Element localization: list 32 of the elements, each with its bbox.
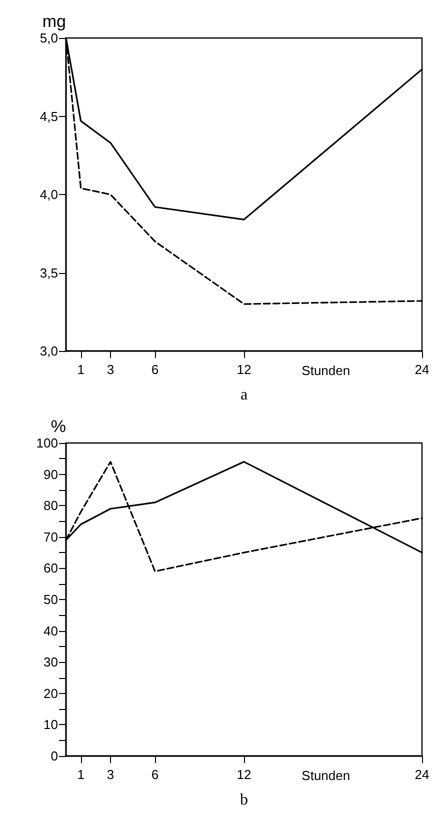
y-tick-label: 20 — [44, 686, 58, 701]
y-axis-title: % — [50, 417, 66, 436]
x-tick-label: 24 — [414, 767, 430, 782]
x-tick-label: 1 — [77, 767, 84, 782]
y-tick-label: 4,5 — [40, 108, 58, 124]
y-tick-label: 50 — [44, 592, 58, 607]
y-tick-label: 60 — [44, 560, 58, 576]
y-axis-title: mg — [42, 12, 66, 31]
x-tick-label: 6 — [151, 767, 159, 782]
y-tick-label: 10 — [44, 717, 58, 732]
x-tick-label: 3 — [106, 362, 114, 377]
x-tick-label: 12 — [236, 767, 252, 782]
y-tick-label: 30 — [44, 654, 58, 670]
y-tick-label: 70 — [44, 529, 58, 544]
y-tick-label: 5,0 — [40, 30, 58, 46]
x-tick-label: 12 — [236, 362, 252, 377]
text: b — [240, 792, 248, 808]
text: a — [240, 386, 248, 404]
y-tick-label: 0 — [50, 748, 58, 764]
y-tick-label: 4,0 — [40, 187, 58, 202]
y-tick-label: 3,5 — [40, 265, 58, 280]
x-tick-label: 3 — [106, 767, 114, 782]
x-tick-label: 1 — [77, 362, 84, 377]
y-tick-label: 80 — [44, 498, 58, 514]
x-tick-label: 24 — [414, 362, 430, 377]
y-tick-label: 40 — [44, 623, 58, 638]
y-tick-label: 90 — [44, 466, 58, 482]
x-axis-title: Stunden — [302, 363, 350, 378]
y-tick-label: 100 — [36, 436, 58, 450]
y-tick-label: 3,0 — [40, 344, 58, 358]
x-tick-label: 6 — [151, 362, 159, 377]
x-axis-title: Stunden — [302, 768, 350, 783]
